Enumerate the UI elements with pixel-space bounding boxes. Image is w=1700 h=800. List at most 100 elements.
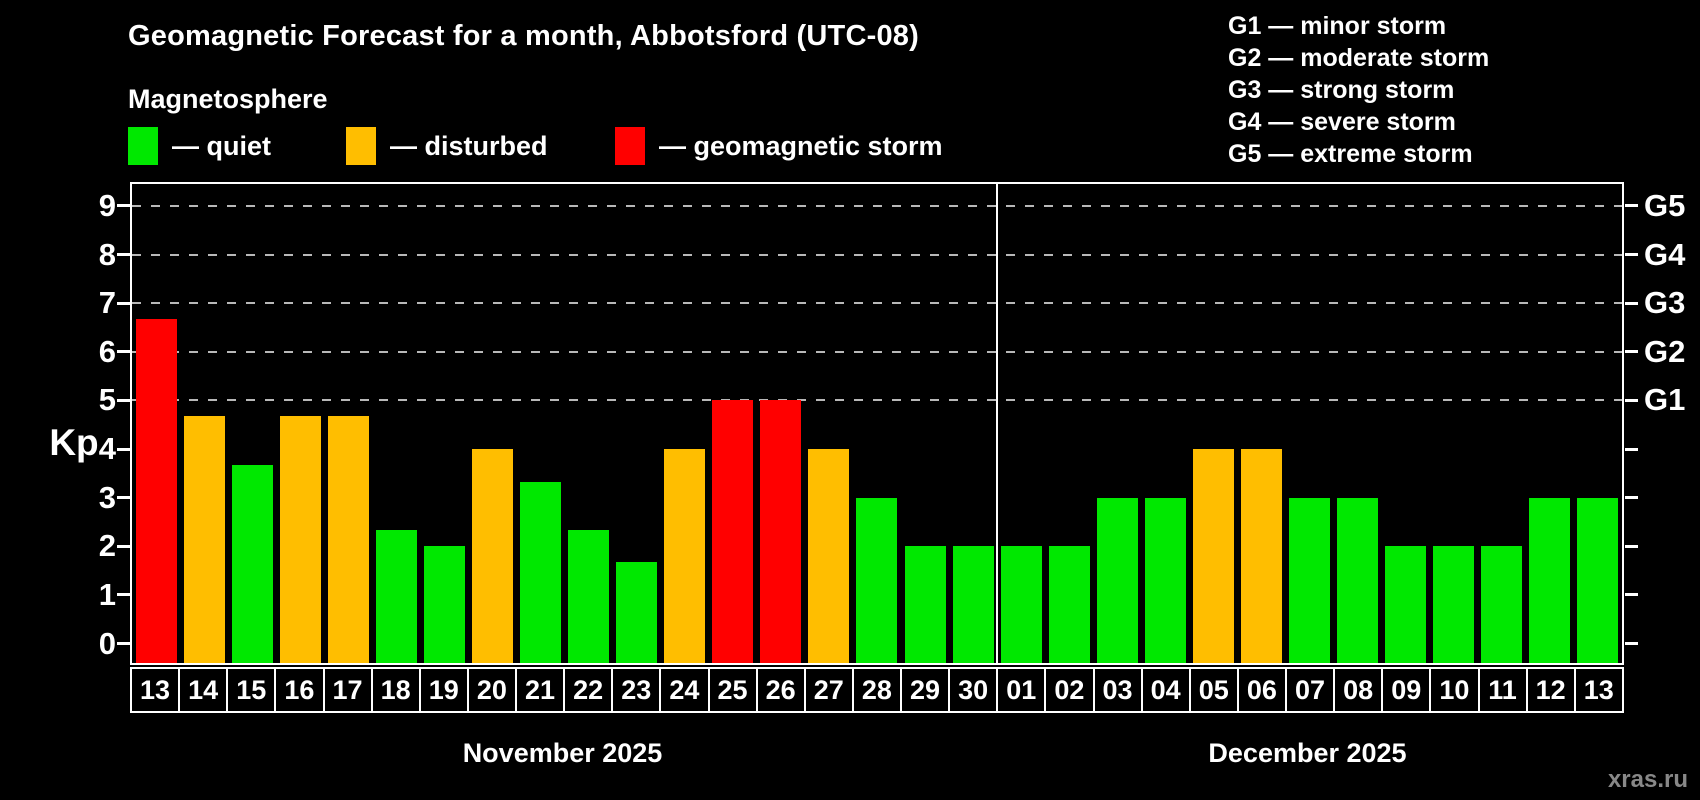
day-cell: 20: [469, 669, 517, 711]
g3-legend-line: G3 — strong storm: [1228, 76, 1455, 104]
day-cell: 04: [1143, 669, 1191, 711]
plot-area: [130, 182, 1624, 665]
day-cell: 07: [1287, 669, 1336, 711]
day-cell: 06: [1239, 669, 1287, 711]
g-level-label-g3: G3: [1644, 285, 1686, 320]
g-level-label-g1: G1: [1644, 382, 1686, 417]
axis-tick-right: [1625, 204, 1638, 207]
axis-tick-right: [1625, 399, 1638, 402]
gridline-kp5: [132, 399, 1622, 401]
axis-tick-left: [117, 350, 130, 353]
day-cell: 01: [998, 669, 1047, 711]
y-tick-label: 6: [98, 334, 116, 369]
axis-tick-right: [1625, 642, 1638, 645]
axis-tick-right: [1625, 350, 1638, 353]
axis-tick-left: [117, 448, 130, 451]
day-cell: 10: [1431, 669, 1480, 711]
quiet-color-swatch: [128, 127, 158, 165]
y-tick-label: 3: [98, 480, 116, 515]
g4-legend-line: G4 — severe storm: [1228, 108, 1456, 136]
kp-bar: [1433, 546, 1474, 663]
legend-label-storm: — geomagnetic storm: [659, 131, 943, 161]
kp-bar: [1577, 498, 1618, 663]
month-label-right: December 2025: [1208, 738, 1407, 768]
axis-tick-right: [1625, 253, 1638, 256]
day-cell: 14: [180, 669, 229, 711]
y-tick-label: 9: [98, 188, 116, 223]
g-level-label-g5: G5: [1644, 188, 1686, 223]
legend-label-disturbed: — disturbed: [390, 131, 548, 161]
g-level-label-g2: G2: [1644, 334, 1686, 369]
day-cell: 11: [1480, 669, 1528, 711]
month-label-left: November 2025: [462, 738, 663, 768]
axis-tick-right: [1625, 545, 1638, 548]
kp-bar: [376, 530, 417, 663]
day-cell: 13: [1583, 675, 1614, 705]
chart-title: Geomagnetic Forecast for a month, Abbots…: [128, 20, 919, 52]
day-cell: 17: [325, 669, 373, 711]
g2-legend-line: G2 — moderate storm: [1228, 44, 1490, 72]
kp-bar: [1289, 498, 1330, 663]
kp-bar: [328, 416, 369, 663]
legend-item-disturbed: — disturbed: [346, 126, 548, 166]
kp-bar: [1049, 546, 1090, 663]
day-cell: 21: [517, 669, 566, 711]
day-cell: 23: [613, 669, 662, 711]
y-tick-label: 8: [98, 237, 116, 272]
y-tick-label: 5: [98, 382, 116, 417]
day-cell: 28: [854, 669, 902, 711]
axis-tick-right: [1625, 302, 1638, 305]
kp-bar: [1001, 546, 1042, 663]
legend-item-storm: — geomagnetic storm: [615, 126, 943, 166]
kp-bar: [808, 449, 849, 663]
axis-tick-right: [1625, 496, 1638, 499]
kp-bar: [760, 400, 801, 663]
day-cell: 03: [1095, 669, 1143, 711]
axis-tick-left: [117, 642, 130, 645]
day-cell: 13: [132, 669, 181, 711]
month-separator: [996, 184, 998, 663]
day-cell: 29: [902, 669, 951, 711]
disturbed-color-swatch: [346, 127, 376, 165]
kp-bar: [1097, 498, 1138, 663]
axis-tick-left: [117, 496, 130, 499]
axis-tick-left: [117, 253, 130, 256]
day-cell: 12: [1528, 669, 1576, 711]
kp-bar: [520, 482, 561, 663]
axis-tick-left: [117, 545, 130, 548]
kp-bar: [568, 530, 609, 663]
gridline-kp7: [132, 302, 1622, 304]
g5-legend-line: G5 — extreme storm: [1228, 140, 1473, 168]
day-cell: 22: [565, 669, 614, 711]
kp-bar: [232, 465, 273, 663]
axis-tick-left: [117, 399, 130, 402]
y-axis-title: Kp: [49, 422, 99, 463]
day-axis-row: 13 14 15 16 17 18 19 20 21 22 23 24 25 26 27 28 29 30 01 02…: [130, 667, 1624, 713]
kp-bar: [1145, 498, 1186, 663]
kp-bar: [280, 416, 321, 663]
gridline-kp9: [132, 205, 1622, 207]
kp-bar: [1529, 498, 1570, 663]
day-cell: 24: [661, 669, 710, 711]
kp-bar: [616, 562, 657, 663]
axis-tick-left: [117, 302, 130, 305]
y-tick-label: 1: [98, 577, 116, 612]
kp-bar: [953, 546, 994, 663]
gridline-kp8: [132, 254, 1622, 256]
y-tick-label: 2: [98, 528, 116, 563]
axis-tick-right: [1625, 448, 1638, 451]
day-cell: 02: [1046, 669, 1095, 711]
day-cell: 15: [228, 669, 277, 711]
day-cell: 30: [950, 669, 999, 711]
g-scale-legend: G1 — minor storm G2 — moderate storm G3 …: [1228, 10, 1489, 170]
day-cell: 09: [1383, 669, 1432, 711]
axis-tick-left: [117, 593, 130, 596]
y-tick-label: 4: [98, 431, 116, 466]
g-level-label-g4: G4: [1644, 237, 1686, 272]
kp-bar: [472, 449, 513, 663]
chart-subtitle: Magnetosphere: [128, 84, 328, 114]
storm-color-swatch: [615, 127, 645, 165]
legend-label-quiet: — quiet: [172, 131, 271, 161]
day-cell: 08: [1335, 669, 1384, 711]
